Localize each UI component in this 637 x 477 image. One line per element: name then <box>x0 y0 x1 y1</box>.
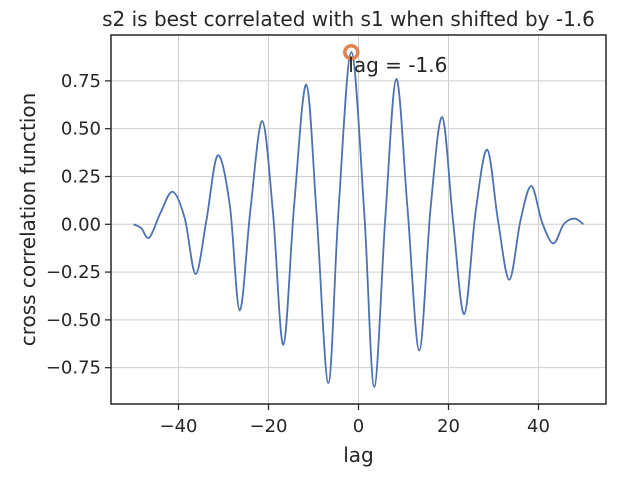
chart-title: s2 is best correlated with s1 when shift… <box>102 7 595 31</box>
y-tick-label: 0.00 <box>61 214 101 235</box>
peak-marker-layer: lag = -1.6 <box>343 43 447 77</box>
x-tick-label: −20 <box>250 416 288 437</box>
x-tick-label: 40 <box>527 416 550 437</box>
x-axis-label: lag <box>343 443 374 467</box>
ccf-series-line <box>133 51 585 388</box>
y-tick-label: −0.75 <box>46 358 101 379</box>
y-tick-label: −0.50 <box>46 310 101 331</box>
y-tick-label: 0.25 <box>61 166 101 187</box>
x-tick-label: 20 <box>437 416 460 437</box>
peak-marker <box>343 43 360 61</box>
series-layer <box>133 51 585 388</box>
x-tick-label: −40 <box>160 416 198 437</box>
grid-lines <box>111 35 606 404</box>
y-tick-label: −0.25 <box>46 262 101 283</box>
y-tick-label: 0.50 <box>61 119 101 140</box>
y-tick-label: 0.75 <box>61 71 101 92</box>
peak-annotation: lag = -1.6 <box>348 53 447 77</box>
y-axis-label: cross correlation function <box>16 93 40 347</box>
x-tick-label: 0 <box>353 416 364 437</box>
axis-ticks: −40 −20 0 20 40 −0.75 −0.50 −0.25 0.00 0.25 0.50 0.… <box>46 71 550 437</box>
